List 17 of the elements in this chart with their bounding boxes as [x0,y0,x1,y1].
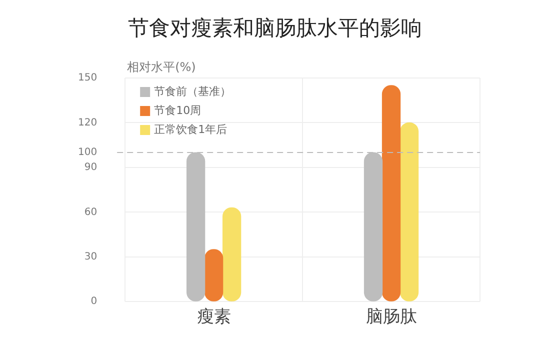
bar [222,207,242,302]
legend-label: 节食10周 [154,104,202,117]
bar [400,122,419,302]
legend-label: 节食前（基准） [154,84,232,98]
legend-label: 正常饮食1年后 [154,122,228,136]
y-axis-title: 相对水平(%) [127,60,196,74]
y-tick-label: 30 [84,251,98,262]
y-tick-label: 90 [84,162,98,174]
x-tick-label: 瘦素 [196,307,231,328]
y-tick-label: 120 [78,117,98,128]
chart-title: 节食对瘦素和脑肠肽水平的影响 [127,15,423,42]
y-tick-label: 100 [78,147,98,158]
y-tick-label: 0 [90,296,98,308]
y-tick-label: 150 [78,72,98,84]
y-tick-label: 60 [84,206,98,218]
bar [382,85,401,302]
x-tick-label: 脑肠肽 [366,307,417,328]
